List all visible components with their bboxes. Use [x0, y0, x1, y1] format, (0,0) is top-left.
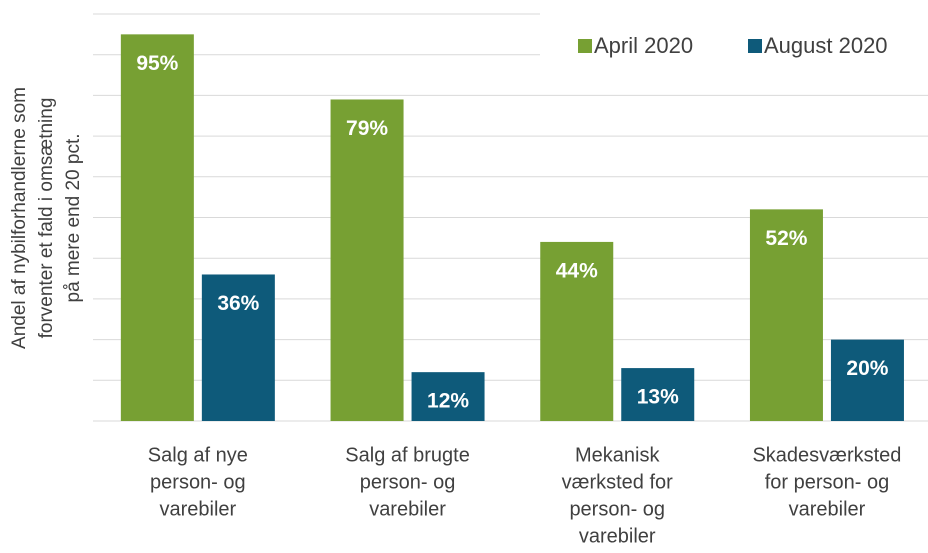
data-label: 12%: [427, 390, 469, 413]
data-label: 13%: [637, 386, 679, 409]
x-tick-label: person- og: [569, 498, 665, 520]
legend-swatch: [748, 39, 762, 53]
data-label: 95%: [136, 52, 178, 75]
x-tick-label: person- og: [150, 471, 246, 493]
x-tick-label: varebiler: [159, 498, 236, 520]
bar: [540, 241, 614, 421]
x-tick-label: Salg af nye: [148, 444, 248, 466]
legend-label: August 2020: [764, 33, 888, 58]
bar: [621, 368, 695, 421]
x-tick-label: varebiler: [369, 498, 446, 520]
x-tick-label: Mekanisk: [575, 444, 660, 466]
y-axis-label-line: Andel af nybilforhandlerne som: [9, 87, 30, 349]
legend-swatch: [578, 39, 592, 53]
data-label: 79%: [346, 117, 388, 140]
bar: [411, 372, 485, 421]
legend-background: [540, 2, 928, 74]
legend-label: April 2020: [594, 33, 693, 58]
y-axis-label-line: forventer et fald i omsætning: [36, 98, 57, 339]
bar: [120, 34, 194, 421]
bar: [830, 339, 904, 421]
data-label: 44%: [556, 259, 598, 282]
x-tick-label: Skadesværksted: [752, 444, 901, 466]
bar: [749, 209, 823, 421]
x-tick-label: Salg af brugte: [345, 444, 470, 466]
x-tick-label: værksted for: [562, 471, 673, 493]
data-label: 20%: [846, 357, 888, 380]
y-axis-label: Andel af nybilforhandlerne som forventer …: [9, 87, 84, 349]
x-tick-label: varebiler: [579, 525, 656, 547]
bar: [330, 99, 404, 421]
data-label: 52%: [765, 227, 807, 250]
bar: [201, 274, 275, 421]
x-tick-label: person- og: [360, 471, 456, 493]
data-label: 36%: [217, 292, 259, 315]
x-tick-label: varebiler: [789, 498, 866, 520]
x-tick-label: for person- og: [765, 471, 890, 493]
y-axis-label-line: på mere end 20 pct.: [63, 134, 84, 303]
